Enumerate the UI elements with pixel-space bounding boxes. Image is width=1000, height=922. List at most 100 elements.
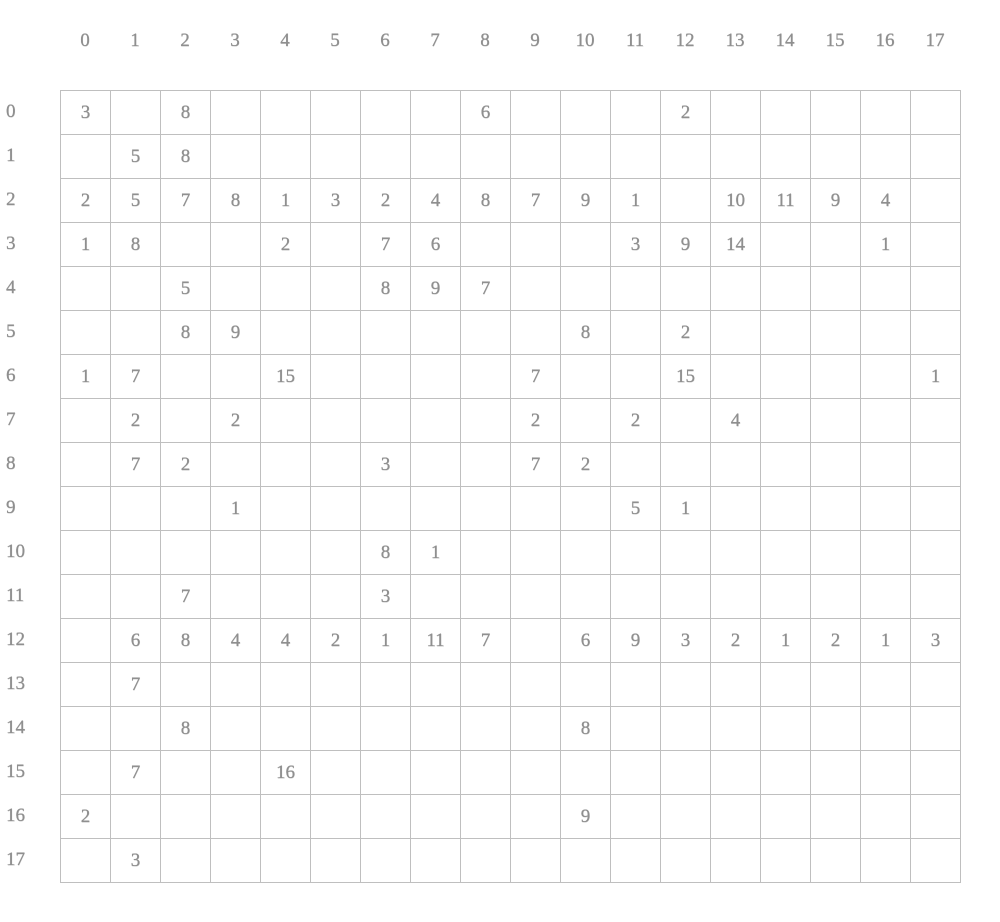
matrix-cell — [811, 751, 861, 795]
column-header: 14 — [760, 30, 810, 52]
matrix-cell — [61, 267, 111, 311]
matrix-cell — [261, 531, 311, 575]
row-header: 14 — [0, 706, 48, 750]
matrix-cell — [461, 531, 511, 575]
matrix-cell — [311, 135, 361, 179]
matrix-cell — [511, 707, 561, 751]
matrix-cell — [811, 707, 861, 751]
matrix-cell: 5 — [111, 135, 161, 179]
matrix-cell — [811, 399, 861, 443]
matrix-cell: 7 — [461, 267, 511, 311]
matrix-cell — [461, 839, 511, 883]
matrix-cell: 8 — [111, 223, 161, 267]
matrix-cell — [411, 399, 461, 443]
column-header: 10 — [560, 30, 610, 52]
matrix-cell: 1 — [411, 531, 461, 575]
matrix-cell — [661, 399, 711, 443]
matrix-cell: 3 — [311, 179, 361, 223]
matrix-cell — [561, 223, 611, 267]
row-headers: 01234567891011121314151617 — [0, 90, 48, 882]
matrix-cell — [261, 267, 311, 311]
matrix-cell — [411, 795, 461, 839]
matrix-cell: 6 — [561, 619, 611, 663]
matrix-cell: 8 — [361, 531, 411, 575]
matrix-cell: 9 — [661, 223, 711, 267]
matrix-cell — [911, 839, 961, 883]
matrix-cell — [811, 135, 861, 179]
matrix-cell — [561, 355, 611, 399]
matrix-cell: 2 — [511, 399, 561, 443]
matrix-cell — [311, 531, 361, 575]
matrix-cell — [911, 223, 961, 267]
matrix-cell — [711, 443, 761, 487]
matrix-cell: 4 — [711, 399, 761, 443]
column-header: 15 — [810, 30, 860, 52]
matrix-cell — [561, 575, 611, 619]
matrix-cell — [261, 91, 311, 135]
matrix-cell — [761, 663, 811, 707]
matrix-cell: 4 — [261, 619, 311, 663]
matrix-cell — [911, 311, 961, 355]
matrix-cell — [861, 575, 911, 619]
matrix-cell: 8 — [161, 311, 211, 355]
matrix-cell — [111, 487, 161, 531]
matrix-cell — [811, 487, 861, 531]
matrix-cell — [511, 311, 561, 355]
matrix-cell — [861, 399, 911, 443]
matrix-cell — [461, 355, 511, 399]
matrix-cell — [761, 487, 811, 531]
matrix-cell — [461, 399, 511, 443]
matrix-cell — [561, 399, 611, 443]
matrix-cell — [411, 839, 461, 883]
matrix-cell — [711, 663, 761, 707]
matrix-cell — [211, 531, 261, 575]
matrix-cell — [511, 135, 561, 179]
matrix-cell: 2 — [61, 179, 111, 223]
matrix-cell — [511, 795, 561, 839]
matrix-cell — [861, 267, 911, 311]
matrix-cell — [761, 91, 811, 135]
matrix-cell: 3 — [111, 839, 161, 883]
matrix-cell: 1 — [761, 619, 811, 663]
column-header: 16 — [860, 30, 910, 52]
matrix-cell — [311, 575, 361, 619]
matrix-cell — [911, 531, 961, 575]
matrix-cell — [811, 575, 861, 619]
column-header: 2 — [160, 30, 210, 52]
matrix-cell: 15 — [261, 355, 311, 399]
row-header: 8 — [0, 442, 48, 486]
row-header: 6 — [0, 354, 48, 398]
matrix-cell: 1 — [361, 619, 411, 663]
matrix-cell: 2 — [311, 619, 361, 663]
matrix-cell — [411, 91, 461, 135]
matrix-cell — [461, 223, 511, 267]
matrix-cell — [361, 707, 411, 751]
matrix-cell: 6 — [461, 91, 511, 135]
matrix-cell — [61, 135, 111, 179]
column-header: 7 — [410, 30, 460, 52]
matrix-cell — [861, 751, 911, 795]
matrix-cell — [261, 487, 311, 531]
column-header: 1 — [110, 30, 160, 52]
matrix-cell — [161, 839, 211, 883]
row-header: 9 — [0, 486, 48, 530]
matrix-cell — [561, 487, 611, 531]
matrix-cell: 1 — [61, 355, 111, 399]
matrix-cell: 7 — [111, 355, 161, 399]
matrix-cell — [911, 487, 961, 531]
matrix-cell — [811, 839, 861, 883]
matrix-cell — [361, 311, 411, 355]
matrix-cell: 7 — [511, 443, 561, 487]
matrix-cell — [261, 135, 311, 179]
matrix-cell — [511, 575, 561, 619]
matrix-cell — [311, 839, 361, 883]
matrix-grid: 3862582578132487911011941827639141589789… — [60, 90, 961, 883]
matrix-cell: 2 — [711, 619, 761, 663]
matrix-cell — [711, 355, 761, 399]
matrix-cell: 3 — [911, 619, 961, 663]
matrix-cell — [661, 839, 711, 883]
matrix-cell: 5 — [161, 267, 211, 311]
matrix-cell — [461, 135, 511, 179]
matrix-cell: 9 — [611, 619, 661, 663]
matrix-cell — [111, 795, 161, 839]
